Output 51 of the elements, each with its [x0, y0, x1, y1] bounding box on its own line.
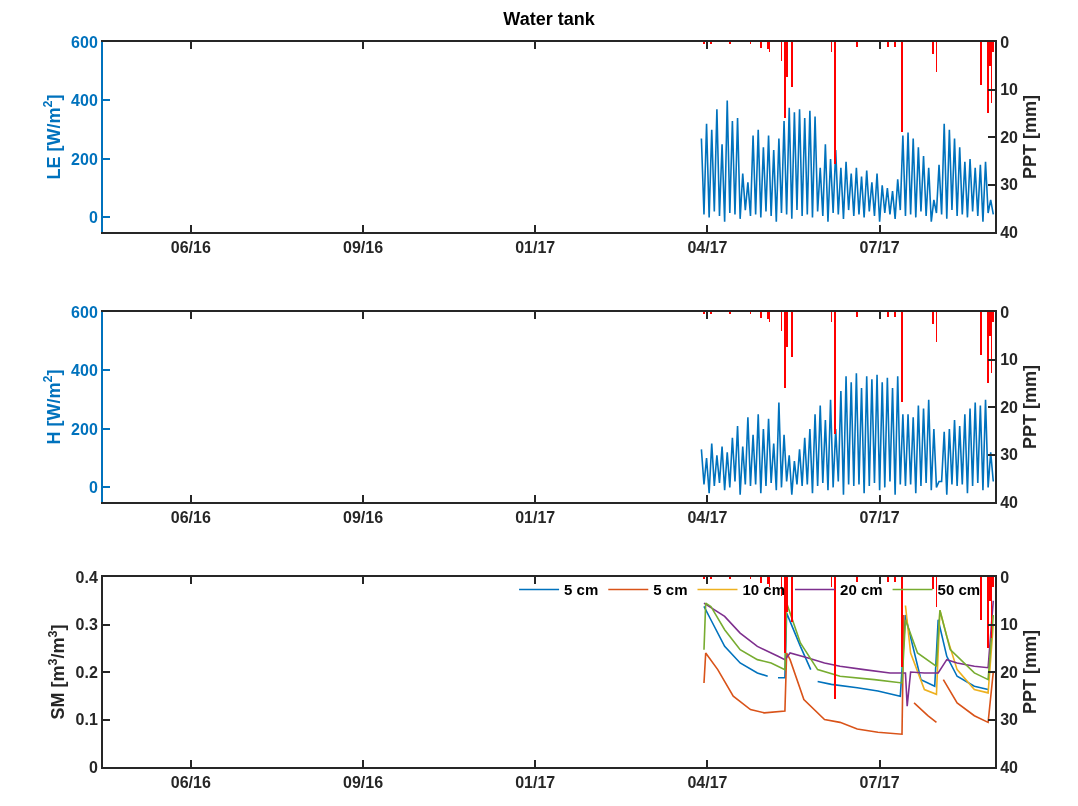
x-tick-label: 06/16 — [170, 239, 211, 257]
x-tick-label: 09/16 — [343, 239, 384, 257]
y2-tick-label: 20 — [1000, 128, 1019, 146]
y-tick-label: 600 — [71, 33, 98, 51]
x-tick-label: 07/17 — [859, 509, 900, 527]
y2-axis-title: PPT [mm] — [1019, 94, 1040, 180]
x-tick-label: 09/16 — [343, 509, 384, 527]
x-tick-label: 01/17 — [515, 774, 556, 792]
y2-tick-label: 10 — [1000, 616, 1019, 634]
x-tick-label: 07/17 — [859, 774, 900, 792]
y2-tick-label: 0 — [1000, 33, 1010, 51]
y-tick-label: 600 — [71, 303, 98, 321]
y-tick-label: 200 — [71, 420, 98, 438]
x-tick-label: 01/17 — [515, 509, 556, 527]
legend-label: 5 cm — [653, 581, 688, 599]
y2-tick-label: 30 — [1000, 446, 1019, 464]
y-tick-label: 0.4 — [75, 568, 98, 586]
y-tick-label: 0 — [88, 478, 98, 496]
legend-label: 50 cm — [937, 581, 981, 599]
y2-tick-label: 40 — [1000, 493, 1019, 511]
x-tick-label: 06/16 — [170, 774, 211, 792]
y-tick-label: 400 — [71, 92, 98, 110]
y2-tick-label: 10 — [1000, 351, 1019, 369]
y2-axis-title: PPT [mm] — [1019, 364, 1040, 450]
y-tick-label: 0.3 — [75, 616, 98, 634]
y-tick-label: 0.1 — [75, 711, 98, 729]
y2-tick-label: 30 — [1000, 711, 1019, 729]
y2-tick-label: 40 — [1000, 758, 1019, 776]
y-tick-label: 0 — [88, 758, 98, 776]
y-tick-label: 400 — [71, 362, 98, 380]
y2-tick-label: 0 — [1000, 303, 1010, 321]
y2-tick-label: 30 — [1000, 176, 1019, 194]
x-tick-label: 09/16 — [343, 774, 384, 792]
y2-tick-label: 10 — [1000, 81, 1019, 99]
y-tick-label: 0 — [88, 208, 98, 226]
y2-tick-label: 20 — [1000, 663, 1019, 681]
y2-tick-label: 0 — [1000, 568, 1010, 586]
y-tick-label: 200 — [71, 150, 98, 168]
x-tick-label: 01/17 — [515, 239, 556, 257]
x-tick-label: 07/17 — [859, 239, 900, 257]
x-tick-label: 06/16 — [170, 509, 211, 527]
y2-tick-label: 40 — [1000, 223, 1019, 241]
y-tick-label: 0.2 — [75, 663, 98, 681]
x-tick-label: 04/17 — [687, 509, 728, 527]
legend-label: 5 cm — [564, 581, 599, 599]
x-tick-label: 04/17 — [687, 774, 728, 792]
y2-axis-title: PPT [mm] — [1019, 629, 1040, 715]
y2-tick-label: 20 — [1000, 398, 1019, 416]
x-tick-label: 04/17 — [687, 239, 728, 257]
chart-title: Water tank — [503, 8, 596, 29]
legend-label: 20 cm — [840, 581, 883, 599]
